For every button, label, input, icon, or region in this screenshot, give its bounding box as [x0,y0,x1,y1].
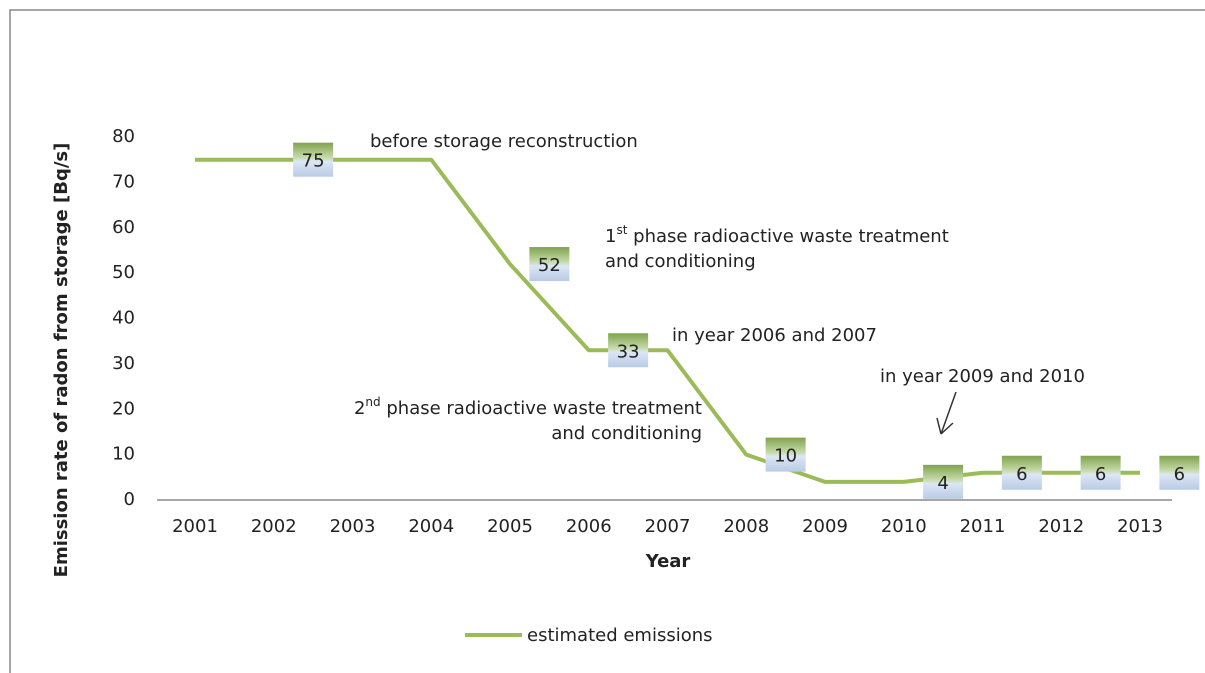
data-label: 75 [302,151,325,172]
data-label-box [608,333,649,368]
x-tick-label: 2002 [251,516,297,537]
x-tick-label: 2013 [1117,516,1163,537]
x-axis-title: Year [645,551,691,572]
y-tick-label: 60 [112,217,135,238]
y-tick-label: 80 [112,126,135,147]
y-tick-label: 10 [112,444,135,465]
annotation-ordinal: 1 [605,226,616,247]
series-line [195,157,1140,484]
data-label-box [1159,455,1200,490]
y-tick-label: 30 [112,353,135,374]
x-tick-label: 2005 [487,516,533,537]
annotation: in year 2009 and 2010 [880,366,1085,387]
data-label-box [1001,455,1042,490]
data-label-box [529,247,570,282]
annotation-ordinal: 2 [354,398,365,419]
annotation-text: phase radioactive waste treatment [627,226,948,247]
frame [9,9,1205,673]
data-label: 6 [1095,464,1106,485]
x-tick-label: 2010 [881,516,927,537]
x-tick-label: 2007 [645,516,691,537]
x-tick-label: 2011 [960,516,1006,537]
data-label: 4 [937,473,948,494]
x-tick-label: 2006 [566,516,612,537]
annotation: 1st phase radioactive waste treatment [605,223,949,248]
x-tick-label: 2003 [330,516,376,537]
y-tick-label: 50 [112,262,135,283]
x-tick-label: 2001 [172,516,218,537]
data-label-box [1080,455,1121,490]
y-tick-label: 70 [112,171,135,192]
legend-label: estimated emissions [527,625,713,646]
x-tick-label: 2012 [1038,516,1084,537]
annotation-superscript: nd [365,395,380,409]
data-label: 6 [1016,464,1027,485]
annotation: before storage reconstruction [370,131,638,152]
annotation: in year 2006 and 2007 [672,325,877,346]
data-label: 33 [617,341,640,362]
x-tick-label: 2008 [723,516,769,537]
annotation: 2nd phase radioactive waste treatment [354,395,702,420]
y-tick-label: 0 [124,489,135,510]
annotation-arrow [936,391,957,435]
x-tick-label: 2009 [802,516,848,537]
data-label-box [923,464,964,499]
y-tick-label: 20 [112,398,135,419]
annotation-line2: and conditioning [551,423,702,444]
data-label: 52 [538,255,561,276]
y-tick-label: 40 [112,308,135,329]
annotation-text: phase radioactive waste treatment [381,398,702,419]
annotation-line2: and conditioning [605,251,756,272]
x-tick-label: 2004 [408,516,454,537]
data-label-box [765,437,806,472]
data-label-box [293,142,334,177]
data-label: 10 [774,446,797,467]
data-label: 6 [1174,464,1185,485]
annotation-superscript: st [616,223,627,237]
y-axis-title: Emission rate of radon from storage [Bq/… [51,143,72,578]
